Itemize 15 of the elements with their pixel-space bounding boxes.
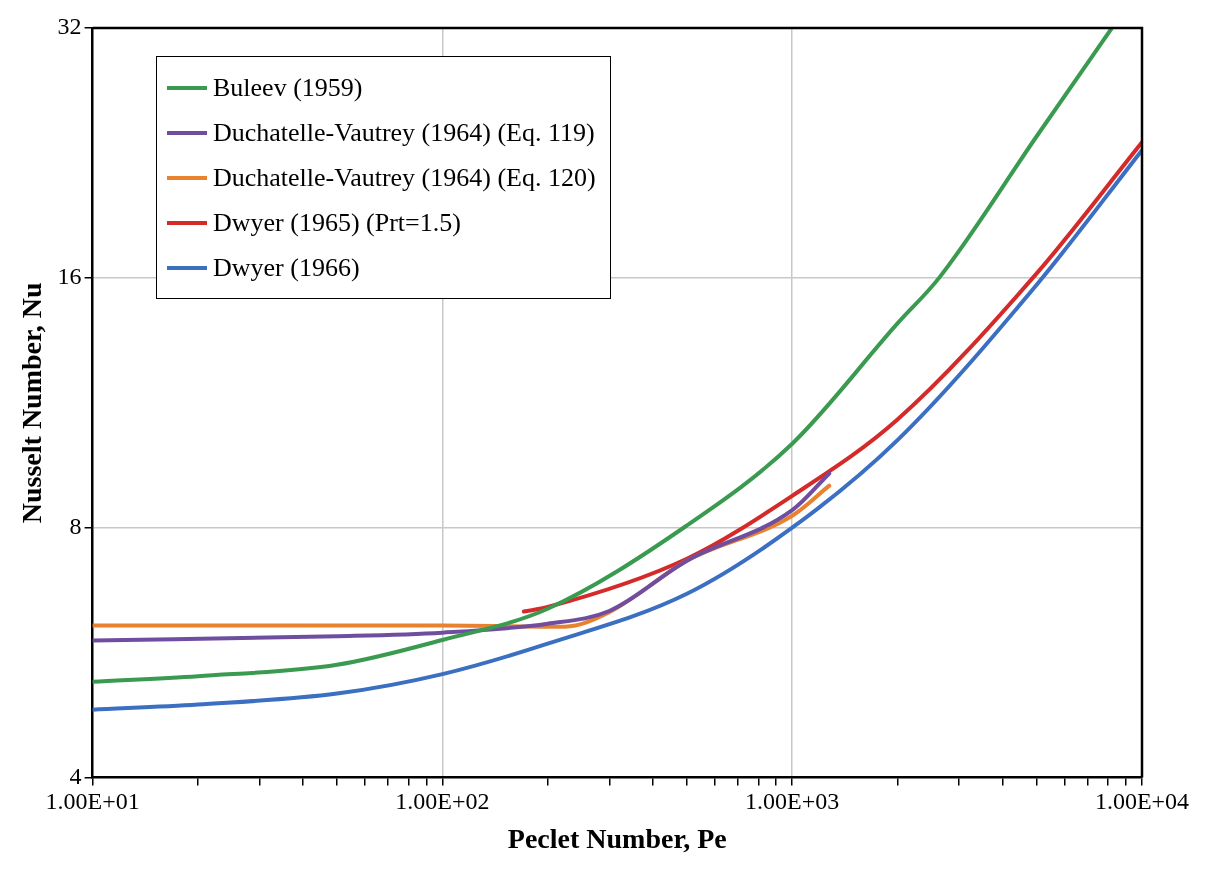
x-tick-label: 1.00E+02 <box>395 788 490 815</box>
legend-label: Duchatelle-Vautrey (1964) (Eq. 120) <box>213 162 596 193</box>
x-tick-label: 1.00E+01 <box>45 788 140 815</box>
y-tick-label: 32 <box>57 13 82 40</box>
y-tick-label: 8 <box>69 513 82 540</box>
legend-label: Duchatelle-Vautrey (1964) (Eq. 119) <box>213 117 595 148</box>
x-tick-label: 1.00E+03 <box>745 788 840 815</box>
y-tick-label: 4 <box>69 762 82 789</box>
legend-label: Dwyer (1965) (Prt=1.5) <box>213 207 461 238</box>
y-tick-label: 16 <box>57 263 82 290</box>
x-axis-title: Peclet Number, Pe <box>507 823 727 855</box>
legend-label: Buleev (1959) <box>213 72 363 103</box>
x-tick-label: 1.00E+04 <box>1094 788 1190 815</box>
y-axis-title: Nusselt Number, Nu <box>16 282 48 524</box>
legend-label: Dwyer (1966) <box>213 252 360 283</box>
